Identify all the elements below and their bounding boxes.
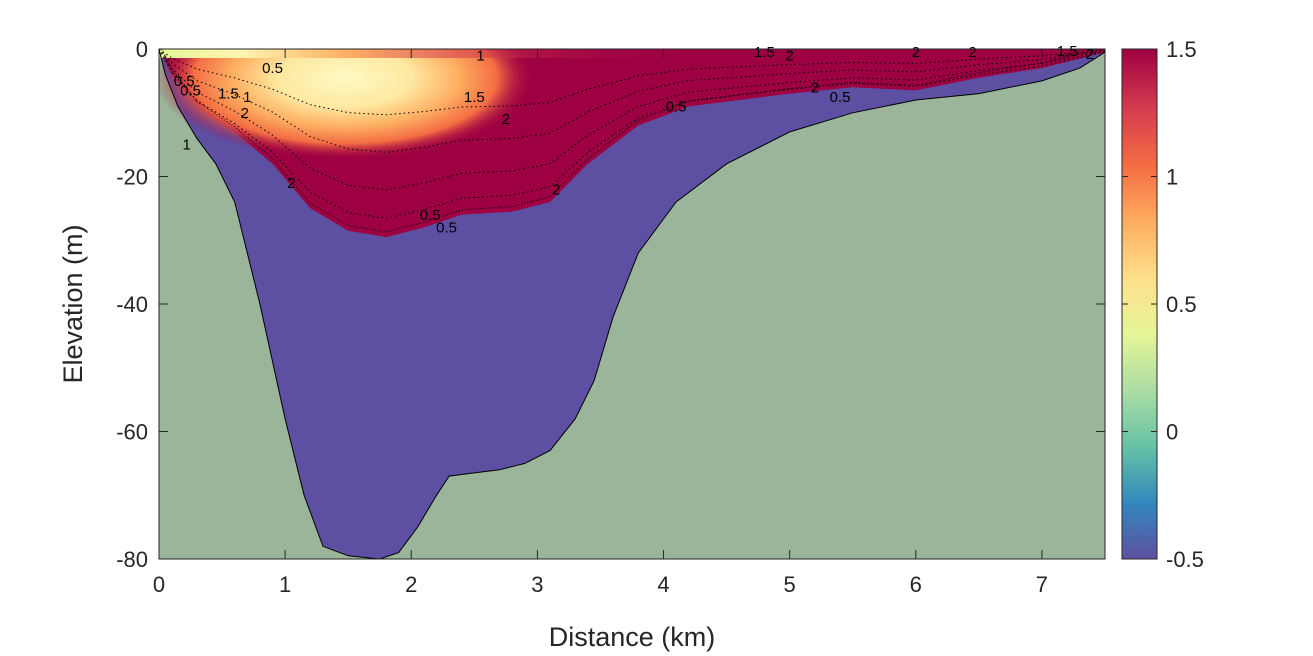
y-axis-label: Elevation (m) bbox=[58, 224, 88, 383]
surface-gradient-band bbox=[159, 49, 700, 58]
contour-label-22: 0.5 bbox=[830, 89, 851, 106]
colorbar-ticks: 1.5 1 0.5 0 -0.5 bbox=[1122, 37, 1204, 572]
contour-label-12: 2 bbox=[241, 105, 249, 122]
contour-label-16: 2 bbox=[287, 175, 295, 192]
contour-label-18: 2 bbox=[811, 79, 819, 96]
x-axis-label: Distance (km) bbox=[549, 622, 716, 652]
contour-line-2 bbox=[159, 49, 1105, 191]
colorbar-tick-label-1: 1 bbox=[1166, 165, 1178, 190]
y-tick-label-3: -60 bbox=[116, 420, 148, 445]
upper-layer-warm-core bbox=[159, 49, 700, 160]
x-tick-label-1: 1 bbox=[279, 572, 291, 597]
y-tick-label-0: 0 bbox=[136, 37, 148, 62]
x-tick-label-5: 5 bbox=[784, 572, 796, 597]
contour-label-6: 1.5 bbox=[1057, 43, 1078, 60]
contour-label-14: 0.5 bbox=[180, 82, 201, 99]
contour-label-17: 2 bbox=[552, 181, 560, 198]
contour-label-7: 2 bbox=[1086, 46, 1094, 63]
contour-label-0: 0.5 bbox=[262, 60, 283, 77]
contour-lines bbox=[159, 49, 1105, 233]
x-tick-label-0: 0 bbox=[153, 572, 165, 597]
contour-label-11: 1 bbox=[243, 89, 251, 106]
y-tick-label-1: -20 bbox=[116, 165, 148, 190]
contour-label-9: 2 bbox=[502, 111, 510, 128]
contour-label-1: 1 bbox=[476, 47, 484, 64]
x-tick-label-6: 6 bbox=[910, 572, 922, 597]
colorbar-tick-label-4: -0.5 bbox=[1166, 547, 1204, 572]
warm-core-blob bbox=[159, 49, 535, 160]
colorbar-tick-label-3: 0 bbox=[1166, 420, 1178, 445]
contour-line-1.5 bbox=[159, 49, 1105, 153]
x-tick-label-4: 4 bbox=[657, 572, 669, 597]
contour-label-10: 1.5 bbox=[218, 86, 239, 103]
bathymetry-outline bbox=[159, 49, 1105, 559]
y-tick-label-2: -40 bbox=[116, 292, 148, 317]
contour-label-13: 0.5 bbox=[174, 73, 195, 90]
contour-label-8: 1.5 bbox=[464, 89, 485, 106]
contour-label-5: 2 bbox=[968, 44, 976, 61]
contour-label-21: 0.5 bbox=[666, 98, 687, 115]
contour-label-2: 1.5 bbox=[754, 44, 775, 61]
contour-label-19: 0.5 bbox=[420, 207, 441, 224]
x-tick-label-3: 3 bbox=[531, 572, 543, 597]
y-tick-label-4: -80 bbox=[116, 547, 148, 572]
x-tick-label-7: 7 bbox=[1036, 572, 1048, 597]
colorbar-tick-label-0: 1.5 bbox=[1166, 37, 1197, 62]
colorbar-tick-label-2: 0.5 bbox=[1166, 292, 1197, 317]
contour-label-20: 0.5 bbox=[436, 220, 457, 237]
y-axis-ticks: 0 -20 -40 -60 -80 bbox=[116, 37, 1105, 572]
contour-label-15: 1 bbox=[183, 137, 191, 154]
x-tick-label-2: 2 bbox=[405, 572, 417, 597]
